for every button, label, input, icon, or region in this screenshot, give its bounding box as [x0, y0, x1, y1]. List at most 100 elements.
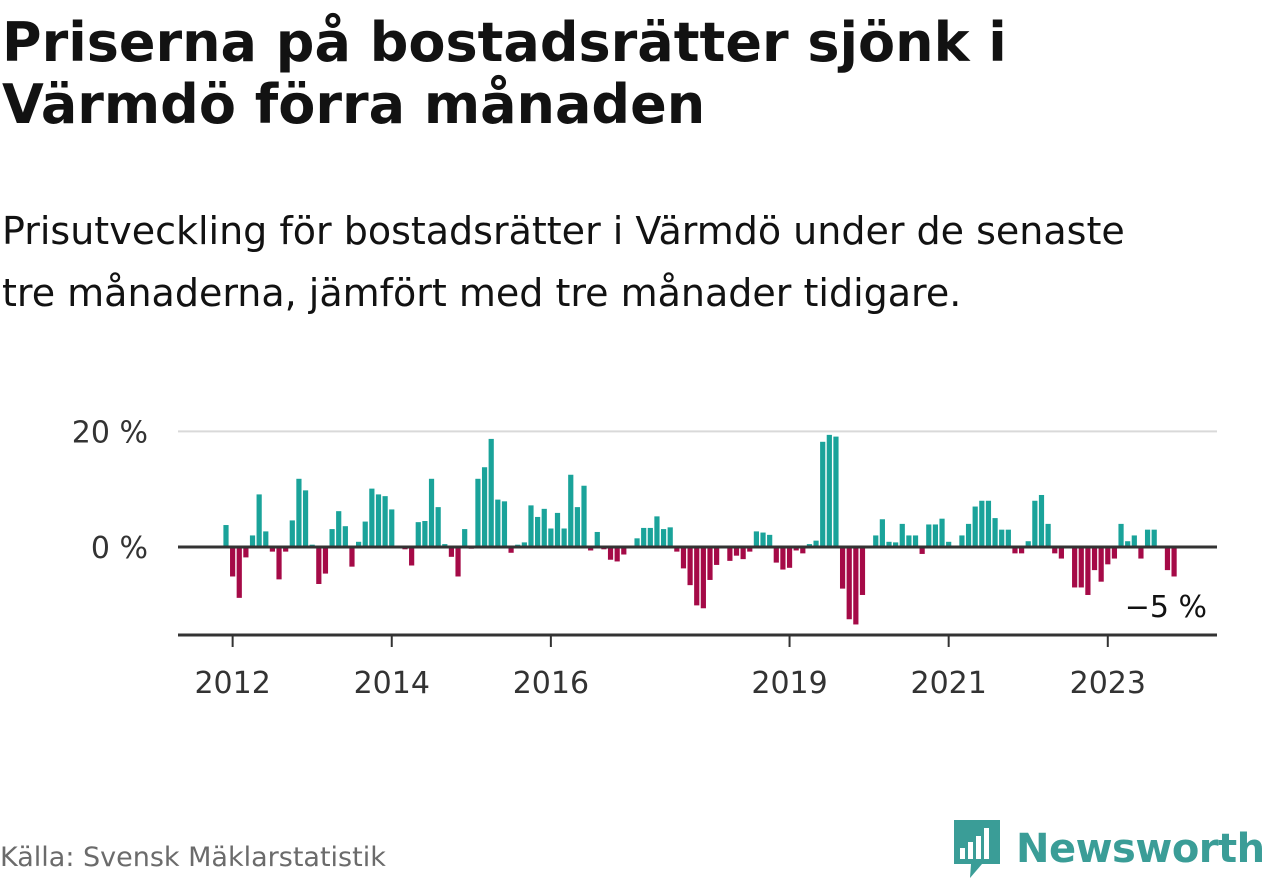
bar: [1138, 547, 1144, 559]
bar: [714, 547, 720, 565]
bar: [475, 478, 481, 547]
bar: [362, 521, 368, 547]
brand-logo[interactable]: Newsworthy: [952, 818, 1262, 880]
bar: [289, 520, 295, 547]
bar: [336, 511, 342, 547]
bar: [548, 528, 554, 547]
bar: [700, 547, 706, 609]
bar: [654, 516, 660, 547]
bar: [912, 535, 919, 547]
bar: [760, 532, 766, 547]
bar: [919, 547, 925, 554]
bar: [853, 547, 859, 625]
newsworthy-logo-icon: [954, 820, 1000, 878]
bar: [223, 525, 229, 547]
bar: [1052, 547, 1058, 554]
x-tick-label: 2012: [194, 666, 270, 701]
bar: [448, 547, 455, 557]
bar: [588, 547, 594, 551]
bar: [581, 485, 587, 547]
bar: [687, 547, 693, 586]
bar: [256, 494, 262, 547]
source-label: Källa: Svensk Mäklarstatistik: [0, 842, 386, 873]
bar: [422, 520, 428, 547]
bar: [521, 542, 527, 547]
y-tick-label: 20 %: [72, 415, 148, 450]
bar: [230, 547, 236, 577]
bar: [1164, 547, 1171, 571]
brand-name: Newsworthy: [1016, 826, 1262, 872]
x-tick-label: 2019: [751, 666, 827, 701]
bar: [999, 529, 1005, 547]
bar: [634, 538, 640, 547]
bar: [733, 547, 740, 556]
bar: [621, 547, 627, 555]
bar: [946, 541, 952, 547]
bar: [1105, 547, 1111, 565]
bar: [349, 547, 355, 567]
x-tick-label: 2014: [354, 666, 430, 701]
bar: [455, 547, 461, 577]
latest-value-label: −5 %: [1125, 590, 1207, 625]
bar: [428, 478, 435, 547]
bar: [939, 518, 945, 547]
bar: [674, 547, 680, 552]
bar: [727, 547, 733, 561]
bar: [906, 535, 912, 547]
x-tick-label: 2023: [1070, 666, 1146, 701]
bar: [541, 508, 547, 547]
bar: [535, 516, 541, 547]
bar: [641, 527, 647, 547]
bar: [528, 505, 534, 547]
bar: [283, 547, 289, 552]
bar: [1118, 523, 1124, 547]
bar: [846, 547, 852, 620]
bar: [574, 507, 580, 547]
bar: [786, 547, 793, 568]
bar: [594, 531, 600, 547]
bar: [495, 499, 501, 547]
bar: [820, 441, 826, 547]
bar: [985, 500, 992, 547]
bar: [893, 542, 899, 547]
bar: [753, 531, 759, 547]
y-tick-label: 0 %: [91, 531, 148, 566]
bar: [249, 535, 256, 547]
bar: [773, 547, 779, 563]
bar: [263, 531, 269, 547]
bar: [992, 518, 998, 547]
bar: [382, 496, 388, 547]
bar: [740, 547, 746, 560]
bar: [322, 547, 329, 574]
bar: [508, 547, 514, 553]
bar: [329, 529, 335, 547]
bar: [800, 547, 806, 554]
bar: [302, 490, 309, 547]
bar: [826, 434, 832, 547]
bar: [342, 526, 348, 547]
bar: [647, 527, 653, 547]
bar: [813, 540, 819, 547]
bar: [462, 529, 468, 547]
bar: [965, 523, 972, 547]
bar: [389, 509, 395, 547]
bar-chart: 0 % 20 % 2012 2014 2016 2019 2021 2023 −5 %: [72, 415, 1217, 701]
bar: [369, 488, 375, 547]
bar: [488, 438, 494, 547]
chart-subtitle: Prisutveckling för bostadsrätter i Värmd…: [2, 209, 1125, 315]
bar: [1045, 523, 1051, 547]
bar: [979, 500, 985, 547]
bar: [667, 527, 673, 547]
bar: [1171, 547, 1177, 577]
bar: [243, 547, 249, 558]
bar: [926, 524, 932, 547]
bar: [1058, 547, 1064, 559]
bar: [1072, 547, 1078, 588]
bar: [356, 541, 362, 547]
bar: [561, 528, 567, 547]
bar: [1125, 541, 1131, 547]
bar: [886, 541, 892, 547]
bar: [680, 547, 687, 569]
bar: [707, 547, 713, 580]
bar: [435, 507, 441, 547]
